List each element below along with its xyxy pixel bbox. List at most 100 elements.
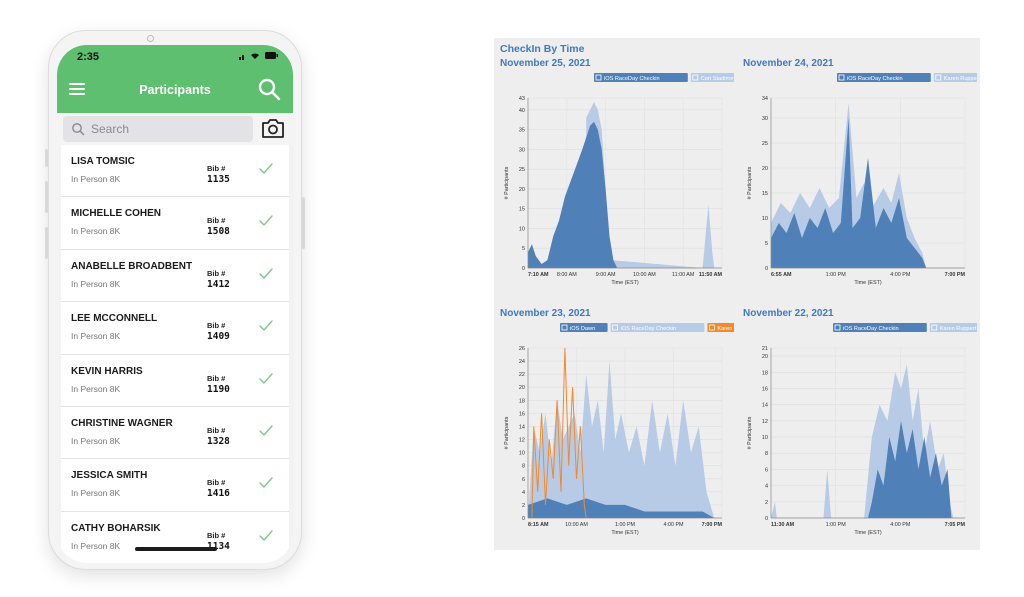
legend-item	[610, 323, 705, 332]
participant-name: JESSICA SMITH	[71, 470, 148, 482]
list-item[interactable]: LEE MCCONNELL In Person 8K Bib #1409	[61, 302, 289, 355]
x-axis-label: Time (EST)	[611, 530, 639, 536]
legend-label: iOS Dawn	[570, 326, 595, 332]
bib-label: Bib #	[207, 530, 226, 540]
panel-date: November 22, 2021	[743, 308, 834, 319]
participant-event: In Person 8K	[71, 488, 121, 499]
x-axis-label: Time (EST)	[854, 530, 882, 536]
checkmark-icon[interactable]	[259, 530, 273, 542]
legend-item	[560, 323, 608, 332]
legend-checkbox-icon	[595, 74, 602, 81]
bib-label: Bib #	[207, 478, 226, 488]
series-area	[868, 420, 952, 518]
y-tick-label: 15	[762, 191, 768, 197]
y-tick-label: 0	[522, 266, 525, 272]
bib-number: 1328	[207, 435, 230, 447]
chart-panel-nov-22: November 22, 2021 iOS RaceDay Checkin Kar…	[737, 308, 977, 552]
list-item[interactable]: CATHY BOHARSIK In Person 8K Bib #1134	[61, 511, 289, 563]
checkmark-icon[interactable]	[259, 268, 273, 280]
participant-event: In Person 8K	[71, 383, 121, 394]
x-tick-label: 4:00 PM	[890, 272, 911, 278]
participant-event: In Person 8K	[71, 226, 121, 237]
list-item[interactable]: KEVIN HARRIS In Person 8K Bib #1190	[61, 354, 289, 407]
legend-item	[594, 73, 688, 82]
y-axis-label: # Participants	[747, 166, 753, 199]
checkmark-icon[interactable]	[259, 425, 273, 437]
legend-item	[933, 73, 977, 82]
x-tick-label: 11:00 AM	[672, 272, 695, 278]
bib-label: Bib #	[207, 373, 226, 383]
legend-checkbox-icon	[708, 324, 715, 331]
checkmark-icon[interactable]	[259, 320, 273, 332]
participant-name: LISA TOMSIC	[71, 156, 135, 167]
y-tick-label: 8	[765, 451, 768, 457]
participant-name: LEE MCCONNELL	[71, 313, 158, 325]
y-tick-label: 16	[519, 411, 525, 417]
chart-panel-nov-25: November 25, 2021 iOS RaceDay Checkin Cor…	[494, 58, 734, 302]
y-tick-label: 6	[765, 467, 768, 473]
checkmark-icon[interactable]	[259, 372, 273, 385]
list-item[interactable]: ANABELLE BROADBENT In Person 8K Bib #1412	[61, 249, 289, 303]
legend-label: iOS RaceDay Checkin	[843, 326, 899, 332]
participant-event: In Person 8K	[71, 278, 121, 289]
legend-checkbox-icon	[612, 324, 618, 331]
y-tick-label: 16	[762, 386, 768, 392]
y-tick-label: 20	[762, 354, 768, 360]
search-field-icon	[72, 123, 85, 136]
x-axis-label: Time (EST)	[854, 280, 882, 286]
y-tick-label: 5	[522, 246, 525, 252]
search-input[interactable]	[91, 120, 241, 138]
y-tick-label: 4	[765, 484, 768, 490]
legend-label: iOS RaceDay Checkin	[621, 326, 677, 332]
page-title: Participants	[139, 83, 211, 97]
y-tick-label: 12	[762, 419, 768, 425]
volume-up-button	[45, 181, 48, 213]
participant-name: MICHELLE COHEN	[71, 208, 161, 220]
x-axis-label: Time (EST)	[611, 280, 639, 286]
x-tick-label: 8:15 AM	[528, 522, 549, 528]
x-tick-label: 1:00 PM	[826, 272, 847, 278]
checkmark-icon[interactable]	[259, 477, 273, 489]
y-tick-label: 25	[519, 167, 525, 173]
camera-icon[interactable]	[261, 117, 285, 139]
list-item[interactable]: JESSICA SMITH In Person 8K Bib #1416	[61, 459, 289, 512]
app-header: Participants	[57, 67, 293, 113]
y-tick-label: 20	[519, 385, 525, 391]
list-item[interactable]: LISA TOMSIC In Person 8K Bib #1135	[61, 145, 289, 198]
bib-label: Bib #	[207, 216, 226, 226]
y-tick-label: 43	[519, 96, 525, 102]
legend-checkbox-icon	[935, 74, 942, 81]
hamburger-menu-icon[interactable]	[69, 83, 85, 96]
y-axis-label: # Participants	[747, 416, 753, 449]
participant-event: In Person 8K	[71, 174, 121, 184]
participant-name: ANABELLE BROADBENT	[71, 260, 193, 272]
legend-label: iOS RaceDay Checkin	[604, 76, 660, 82]
y-tick-label: 10	[762, 435, 768, 441]
x-tick-label: 1:00 PM	[615, 522, 636, 528]
checkmark-icon[interactable]	[259, 163, 273, 175]
y-tick-label: 34	[762, 96, 768, 102]
list-item[interactable]: MICHELLE COHEN In Person 8K Bib #1508	[61, 197, 289, 250]
y-tick-label: 2	[765, 500, 768, 506]
legend-checkbox-icon	[834, 324, 841, 331]
participant-name: CATHY BOHARSIK	[71, 522, 161, 534]
bib-label: Bib #	[207, 268, 226, 278]
y-tick-label: 21	[762, 346, 768, 352]
y-tick-label: 18	[519, 398, 525, 404]
home-indicator[interactable]	[135, 547, 217, 551]
checkin-dashboard: CheckIn By Time November 25, 2021 iOS Ra…	[494, 38, 980, 550]
y-tick-label: 0	[765, 516, 768, 522]
panel-date: November 23, 2021	[500, 308, 591, 319]
legend-item	[929, 323, 977, 332]
search-icon[interactable]	[257, 77, 281, 101]
y-tick-label: 18	[762, 370, 768, 376]
front-camera-dot	[147, 35, 154, 42]
list-item[interactable]: CHRISTINE WAGNER In Person 8K Bib #1328	[61, 406, 289, 460]
y-tick-label: 5	[765, 241, 768, 247]
series-area	[771, 118, 927, 268]
bib-label: Bib #	[207, 425, 226, 435]
bib-number: 1190	[207, 383, 230, 395]
checkmark-icon[interactable]	[259, 215, 273, 227]
checkin-chart: iOS Dawn iOS RaceDay Checkin Karen Ruppert…	[504, 323, 734, 536]
